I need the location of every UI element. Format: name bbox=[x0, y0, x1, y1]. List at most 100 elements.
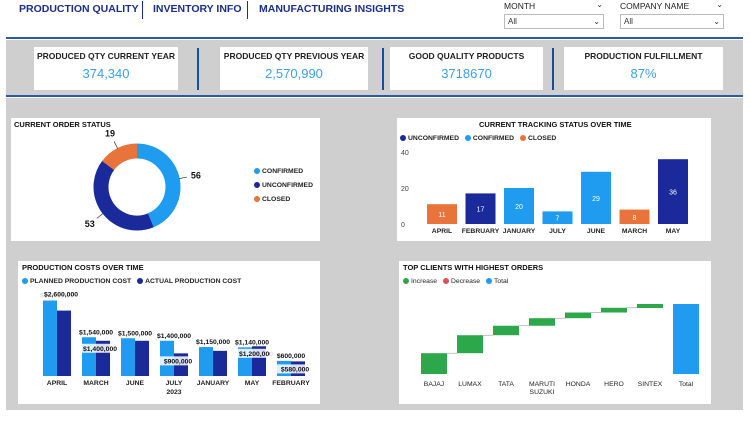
kpi-card: PRODUCED QTY CURRENT YEAR 374,340 bbox=[34, 47, 178, 90]
kpi-value: 374,340 bbox=[82, 66, 130, 81]
chevron-down-icon: ⌄ bbox=[713, 17, 720, 26]
label-bg bbox=[79, 343, 121, 353]
category-label: FEBRUARY bbox=[462, 228, 500, 235]
waterfall-bar bbox=[493, 325, 519, 336]
legend: Increase Decrease Total bbox=[403, 278, 508, 285]
waterfall-bar bbox=[565, 312, 591, 319]
production-costs-card: PRODUCTION COSTS OVER TIME PLANNED PRODU… bbox=[18, 261, 320, 404]
category-label: BAJAJ bbox=[424, 381, 444, 388]
legend-label: PLANNED PRODUCTION COST bbox=[30, 278, 132, 285]
category-label: SUZUKI bbox=[530, 389, 555, 396]
chart-title: CURRENT ORDER STATUS bbox=[14, 120, 111, 129]
legend-label: Increase bbox=[411, 278, 438, 285]
legend-dot bbox=[254, 182, 260, 188]
divider bbox=[6, 37, 743, 39]
data-label: 36 bbox=[669, 190, 677, 197]
main-panel: CURRENT ORDER STATUS 56 53 19 CONFIRMED UN… bbox=[6, 98, 743, 410]
bar-planned bbox=[199, 347, 213, 376]
kpi-value: 87% bbox=[630, 66, 657, 81]
bar bbox=[542, 211, 573, 224]
month-filter-label: MONTH bbox=[504, 1, 536, 11]
data-label: $580,000 bbox=[281, 366, 310, 373]
data-label: $900,000 bbox=[164, 358, 193, 365]
kpi-separator bbox=[552, 48, 554, 90]
category-label: JULY bbox=[166, 380, 183, 387]
category-label: MAY bbox=[245, 380, 260, 387]
kpi-value: 3718670 bbox=[441, 66, 492, 81]
tick-label: 40 bbox=[401, 150, 409, 157]
legend-item: CONFIRMED bbox=[254, 168, 303, 175]
bar-actual bbox=[213, 350, 227, 376]
legend-label: CONFIRMED bbox=[472, 135, 515, 142]
data-label: 56 bbox=[191, 170, 201, 180]
kpi-band: PRODUCED QTY CURRENT YEAR 374,340 PRODUC… bbox=[6, 40, 743, 95]
kpi-title: PRODUCED QTY CURRENT YEAR bbox=[36, 51, 176, 61]
chevron-down-icon: ⌄ bbox=[716, 0, 723, 9]
kpi-title: PRODUCED QTY PREVIOUS YEAR bbox=[223, 51, 365, 61]
bar-planned bbox=[82, 337, 96, 376]
bar bbox=[465, 193, 496, 224]
chevron-down-icon: ⌄ bbox=[596, 0, 603, 9]
data-label: $1,540,000 bbox=[79, 329, 113, 336]
category-label: MARUTI bbox=[529, 381, 555, 388]
waterfall-bar bbox=[601, 307, 627, 313]
chart-title: CURRENT TRACKING STATUS OVER TIME bbox=[479, 120, 632, 129]
bar-planned bbox=[121, 338, 135, 376]
legend: UNCONFIRMED CONFIRMED CLOSED bbox=[400, 135, 556, 142]
bar bbox=[504, 188, 534, 224]
data-label: $1,400,000 bbox=[83, 346, 117, 353]
data-label: $1,200,000 bbox=[239, 351, 273, 358]
category-label: LUMAX bbox=[458, 381, 482, 388]
tab-inventory-info[interactable]: INVENTORY INFO bbox=[153, 3, 242, 15]
legend-label: CONFIRMED bbox=[262, 168, 304, 175]
kpi-card: PRODUCTION FULFILLMENT 87% bbox=[564, 47, 723, 90]
kpi-card: GOOD QUALITY PRODUCTS 3718670 bbox=[390, 47, 543, 90]
category-label: APRIL bbox=[47, 380, 67, 387]
data-label: $1,400,000 bbox=[157, 333, 191, 340]
category-label: APRIL bbox=[432, 228, 452, 235]
data-label: 20 bbox=[515, 204, 523, 211]
data-label: $2,600,000 bbox=[44, 292, 78, 299]
category-label: MAY bbox=[666, 228, 681, 235]
data-label: $1,140,000 bbox=[235, 339, 269, 346]
legend-dot bbox=[254, 196, 260, 202]
waterfall-bar bbox=[421, 353, 447, 374]
legend-dot bbox=[519, 135, 526, 141]
label-bg bbox=[231, 337, 273, 347]
legend-dot bbox=[403, 278, 409, 284]
company-select[interactable]: All ⌄ bbox=[620, 14, 724, 29]
category-label: TATA bbox=[498, 381, 514, 388]
chevron-down-icon: ⌄ bbox=[593, 17, 600, 26]
legend-dot bbox=[442, 278, 449, 284]
legend-label: UNCONFIRMED bbox=[262, 182, 313, 189]
tracking-status-card: CURRENT TRACKING STATUS OVER TIME UNCONF… bbox=[397, 118, 711, 241]
data-label: 19 bbox=[105, 128, 115, 138]
data-label: 8 bbox=[633, 215, 637, 222]
category-label: JUNE bbox=[587, 228, 606, 235]
bar-actual bbox=[135, 340, 149, 376]
data-label: 7 bbox=[556, 216, 560, 223]
tab-production-quality[interactable]: PRODUCTION QUALITY bbox=[19, 3, 139, 15]
month-filter: MONTH ⌄ All ⌄ bbox=[498, 0, 606, 29]
label-bg bbox=[274, 364, 316, 374]
legend-label: ACTUAL PRODUCTION COST bbox=[145, 278, 242, 285]
bar bbox=[581, 171, 611, 224]
legend-label: UNCONFIRMED bbox=[408, 135, 459, 142]
month-select[interactable]: All ⌄ bbox=[504, 14, 604, 29]
leader-line bbox=[96, 213, 104, 219]
top-clients-card: TOP CLIENTS WITH HIGHEST ORDERS Increase… bbox=[399, 261, 711, 404]
year-label: 2023 bbox=[166, 389, 181, 396]
legend-label: Decrease bbox=[450, 278, 481, 285]
chart-title: TOP CLIENTS WITH HIGHEST ORDERS bbox=[403, 263, 544, 272]
order-status-donut: 56 53 19 bbox=[85, 128, 201, 231]
bar bbox=[427, 204, 457, 224]
data-label: 17 bbox=[477, 207, 485, 214]
order-status-card: CURRENT ORDER STATUS 56 53 19 CONFIRMED UN… bbox=[11, 118, 320, 241]
category-label: MARCH bbox=[83, 380, 108, 387]
category-label: JULY bbox=[549, 228, 566, 235]
company-filter: COMPANY NAME ⌄ All ⌄ bbox=[614, 0, 726, 29]
tab-manufacturing-insights[interactable]: MANUFACTURING INSIGHTS bbox=[259, 3, 405, 15]
bar bbox=[658, 159, 688, 224]
tick-label: 20 bbox=[401, 186, 409, 193]
tick-label: 0 bbox=[401, 222, 405, 229]
